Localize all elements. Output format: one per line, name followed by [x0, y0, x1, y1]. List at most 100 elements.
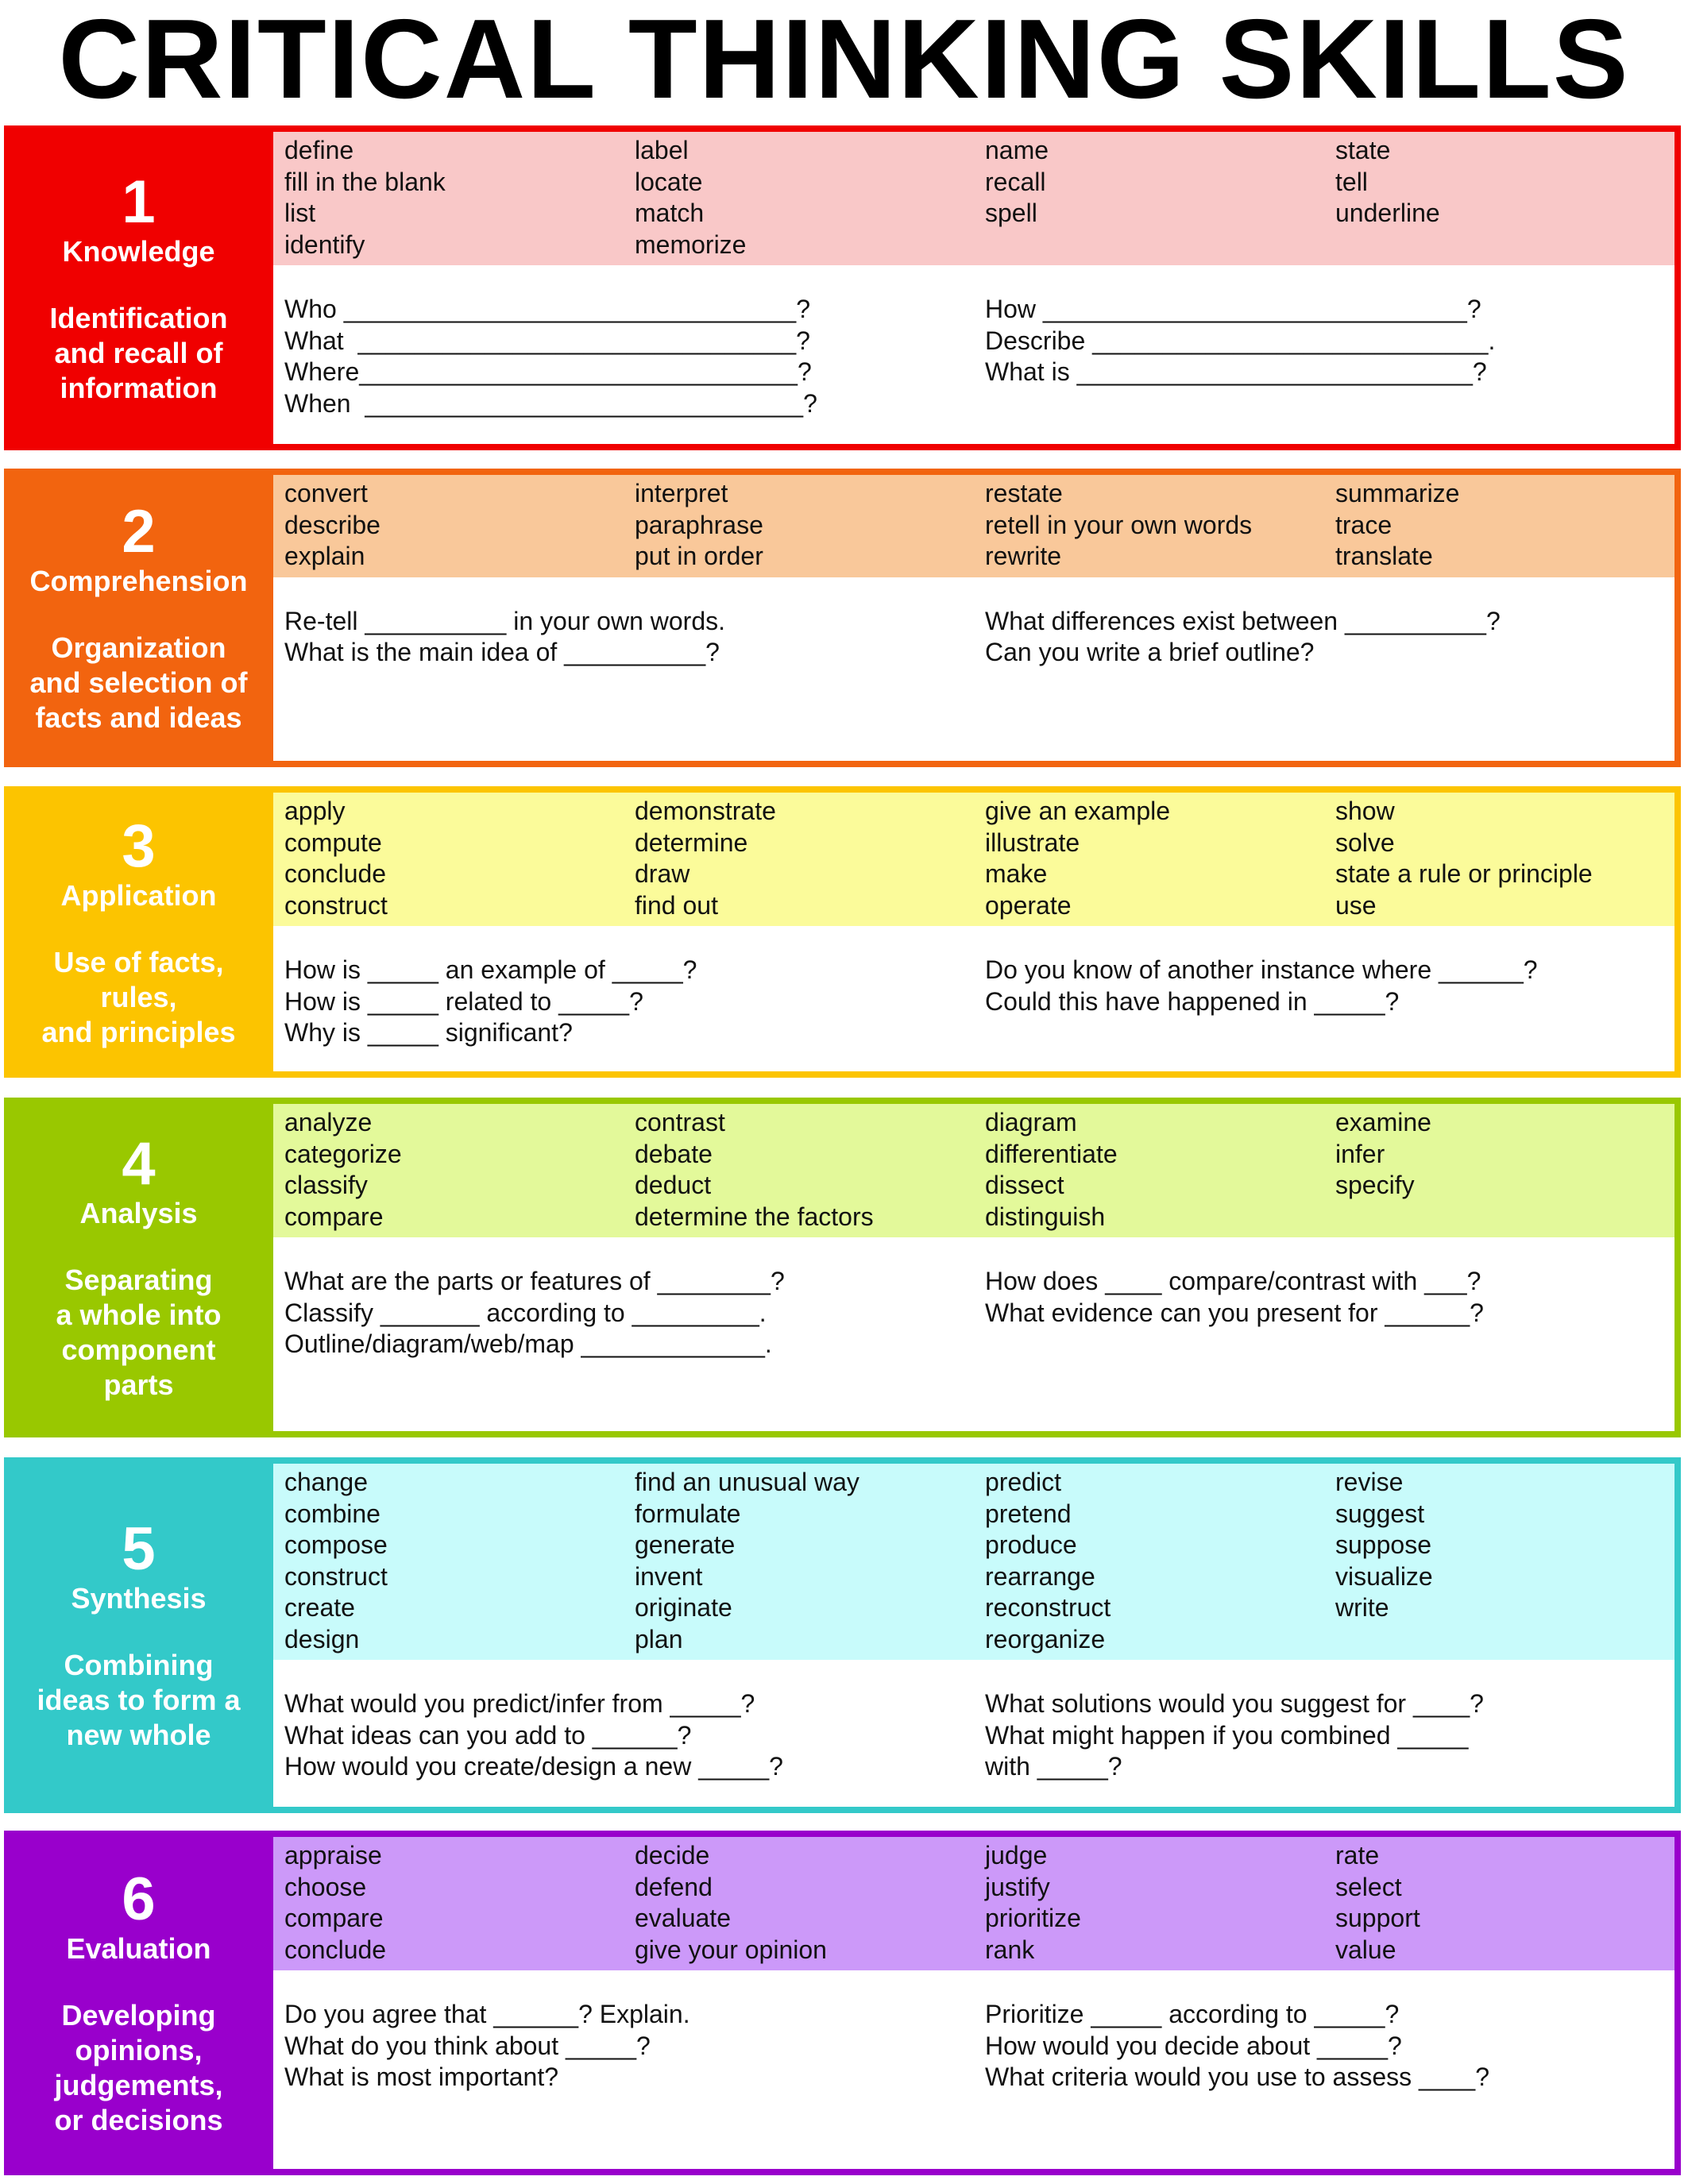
- question-prompts: Do you agree that ______? Explain. What d…: [273, 1970, 1674, 2093]
- question-prompt: What differences exist between _________…: [985, 606, 1501, 635]
- verb-column: apply compute conclude construct: [273, 796, 624, 921]
- description-line: and selection of: [29, 666, 248, 699]
- question-prompt: How is _____ related to _____?: [284, 986, 643, 1016]
- verb: show: [1335, 797, 1395, 825]
- verb: prioritize: [985, 1904, 1081, 1932]
- verb: operate: [985, 890, 1072, 920]
- verb-column: summarize trace translate: [1324, 478, 1674, 573]
- verb-list: change combine compose construct create desig…: [273, 1464, 1674, 1660]
- question-prompt: Outline/diagram/web/map _____________.: [284, 1329, 772, 1358]
- question-prompt: Re-tell __________ in your own words.: [284, 606, 725, 635]
- verb: memorize: [635, 230, 747, 259]
- question-prompt: Who ________________________________?: [284, 295, 810, 323]
- verb: revise: [1335, 1468, 1404, 1496]
- verb: generate: [635, 1530, 736, 1559]
- question-prompt: How is _____ an example of _____?: [284, 955, 697, 984]
- question-prompt: What is ____________________________?: [985, 357, 1487, 386]
- section-knowledge: 1 Knowledge Identification and recall of inf…: [4, 125, 1681, 450]
- verb: dissect: [985, 1171, 1064, 1199]
- verb: pretend: [985, 1499, 1072, 1528]
- verb: determine the factors: [635, 1202, 874, 1231]
- question-prompts: Who ________________________________? Wha…: [273, 265, 1674, 419]
- description-line: Use of facts,: [53, 945, 224, 978]
- verb: conclude: [284, 859, 387, 888]
- question-prompt: What are the parts or features of ______…: [284, 1267, 785, 1295]
- question-prompt: What solutions would you suggest for ___…: [985, 1689, 1484, 1718]
- description-line: component: [61, 1333, 216, 1366]
- level-name: Synthesis: [71, 1582, 207, 1615]
- verb: visualize: [1335, 1561, 1433, 1591]
- verb: reconstruct: [985, 1593, 1111, 1622]
- question-prompt: What would you predict/infer from _____?: [284, 1689, 755, 1718]
- verb: design: [284, 1624, 360, 1653]
- question-column: How ______________________________? Descr…: [974, 294, 1674, 419]
- level-name: Evaluation: [66, 1932, 211, 1965]
- level-header: 6 Evaluation Developing opinions, judgements…: [4, 1831, 273, 2175]
- question-prompt: What _______________________________?: [284, 326, 810, 355]
- verb-column: label locate match memorize: [624, 135, 974, 260]
- verb: convert: [284, 479, 368, 507]
- level-panel: change combine compose construct create desig…: [273, 1457, 1681, 1813]
- verb: interpret: [635, 479, 728, 507]
- verb: construct: [284, 1561, 388, 1591]
- level-header: 5 Synthesis Combining ideas to form a new wh…: [4, 1457, 273, 1813]
- verb: label: [635, 136, 689, 164]
- level-name: Analysis: [79, 1197, 198, 1229]
- question-column: Re-tell __________ in your own words. Wha…: [273, 606, 974, 669]
- question-prompt: When _______________________________?: [284, 388, 817, 418]
- verb: recall: [985, 167, 1046, 196]
- level-header: 4 Analysis Separating a whole into component…: [4, 1098, 273, 1437]
- question-prompt: What evidence can you present for ______…: [985, 1298, 1484, 1327]
- level-panel: analyze categorize classify compare contrast…: [273, 1098, 1681, 1437]
- verb: change: [284, 1468, 368, 1496]
- description-line: Combining: [64, 1649, 214, 1681]
- verb: distinguish: [985, 1202, 1106, 1231]
- level-header: 2 Comprehension Organization and selection …: [4, 469, 273, 767]
- verb: reorganize: [985, 1624, 1106, 1653]
- verb: defend: [635, 1872, 713, 1901]
- verb: rearrange: [985, 1561, 1095, 1591]
- description-line: information: [60, 371, 218, 404]
- verb-column: analyze categorize classify compare: [273, 1107, 624, 1233]
- verb: use: [1335, 890, 1377, 920]
- verb: conclude: [284, 1935, 387, 1964]
- verb: determine: [635, 828, 748, 857]
- verb: identify: [284, 230, 365, 259]
- verb: debate: [635, 1139, 713, 1168]
- section-evaluation: 6 Evaluation Developing opinions, judgements…: [4, 1831, 1681, 2175]
- verb-column: interpret paraphrase put in order: [624, 478, 974, 573]
- question-prompt: What might happen if you combined _____: [985, 1720, 1469, 1750]
- question-prompt: Could this have happened in _____?: [985, 986, 1400, 1016]
- description-line: Identification: [49, 301, 228, 334]
- level-description: Identification and recall of information: [50, 301, 228, 406]
- description-line: rules,: [100, 980, 177, 1013]
- verb: differentiate: [985, 1139, 1118, 1168]
- verb: illustrate: [985, 828, 1080, 857]
- verb: analyze: [284, 1108, 373, 1136]
- verb: put in order: [635, 542, 763, 570]
- question-prompt: What is most important?: [284, 2062, 558, 2091]
- verb: appraise: [284, 1841, 382, 1870]
- verb-column: predict pretend produce rearrange reconstruc…: [974, 1467, 1324, 1655]
- question-column: Do you agree that ______? Explain. What d…: [273, 1999, 974, 2093]
- verb: define: [284, 136, 354, 164]
- question-prompt: Where_______________________________?: [284, 357, 812, 386]
- verb: explain: [284, 542, 365, 570]
- verb-column: decide defend evaluate give your opinion: [624, 1840, 974, 1966]
- description-line: Developing: [61, 1999, 216, 2032]
- verb: specify: [1335, 1171, 1415, 1199]
- question-column: Do you know of another instance where __…: [974, 955, 1674, 1049]
- verb: write: [1335, 1593, 1389, 1622]
- verb: invent: [635, 1561, 703, 1591]
- verb-column: restate retell in your own words rewrite: [974, 478, 1324, 573]
- verb: name: [985, 136, 1049, 164]
- description-line: facts and ideas: [35, 701, 242, 734]
- verb: infer: [1335, 1139, 1385, 1168]
- verb: create: [284, 1593, 355, 1622]
- level-number: 5: [122, 1515, 156, 1583]
- question-prompt: Prioritize _____ according to _____?: [985, 2000, 1400, 2028]
- verb: apply: [284, 797, 346, 825]
- verb-column: revise suggest suppose visualize write: [1324, 1467, 1674, 1655]
- question-prompt: How does ____ compare/contrast with ___?: [985, 1267, 1481, 1295]
- verb: demonstrate: [635, 797, 776, 825]
